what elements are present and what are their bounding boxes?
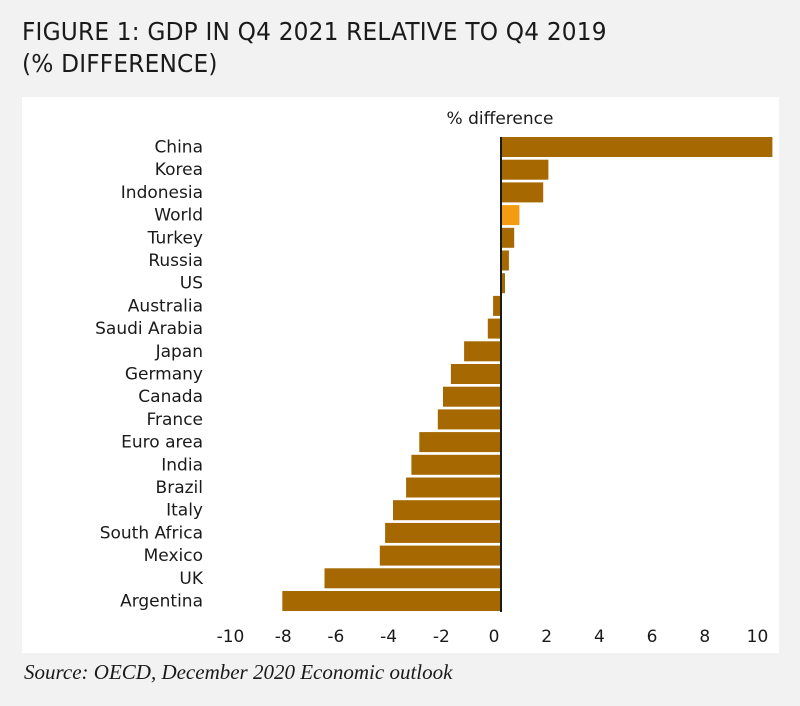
bar-china (501, 137, 773, 157)
bar-india (411, 454, 501, 475)
bar-germany (450, 364, 501, 384)
bar-france (437, 409, 501, 430)
x-tick-label: -2 (433, 627, 450, 647)
source-note: Source: OECD, December 2020 Economic out… (24, 660, 453, 684)
bar-korea (501, 159, 549, 180)
category-label: Indonesia (121, 183, 203, 203)
category-label: Turkey (147, 228, 203, 248)
bar-australia (493, 295, 501, 316)
category-label: Germany (125, 365, 203, 385)
category-label: Russia (148, 251, 203, 271)
category-label: Saudi Arabia (95, 319, 203, 339)
category-label: India (161, 455, 203, 475)
category-label: Korea (155, 160, 203, 180)
category-label: Mexico (144, 546, 203, 566)
category-label: China (154, 138, 203, 158)
bar-russia (501, 250, 509, 271)
bar-indonesia (501, 182, 544, 203)
category-label: Canada (138, 387, 203, 407)
category-label: Argentina (120, 592, 203, 612)
x-tick-label: 0 (489, 627, 500, 647)
figure-title-line-2: (% DIFFERENCE) (22, 49, 218, 78)
bar-argentina (282, 591, 501, 611)
x-tick-label: 2 (541, 627, 552, 647)
category-label: Brazil (156, 478, 203, 498)
bar-italy (393, 500, 501, 521)
bar-brazil (406, 477, 501, 498)
bar-world (501, 205, 520, 226)
figure-title-line-1: FIGURE 1: GDP IN Q4 2021 RELATIVE TO Q4 … (22, 17, 607, 46)
x-tick-label: 8 (699, 627, 710, 647)
x-tick-label: -10 (217, 627, 245, 647)
bar-japan (464, 341, 501, 362)
category-label: Japan (155, 342, 203, 362)
bar-south-africa (385, 522, 501, 543)
bar-saudi-arabia (487, 318, 501, 339)
bar-uk (324, 568, 501, 589)
bar-us (501, 273, 505, 294)
category-label: World (154, 206, 203, 226)
x-tick-label: 10 (747, 627, 769, 647)
category-label: Euro area (121, 433, 203, 453)
x-tick-label: 6 (647, 627, 658, 647)
bar-canada (443, 386, 501, 407)
x-axis-unit-label: % difference (447, 109, 554, 129)
bars-group (282, 137, 773, 611)
bar-mexico (379, 545, 501, 566)
category-label: Australia (128, 296, 203, 316)
x-tick-label: -8 (275, 627, 292, 647)
category-label: South Africa (100, 523, 203, 543)
bar-euro-area (419, 432, 501, 453)
figure-title: FIGURE 1: GDP IN Q4 2021 RELATIVE TO Q4 … (22, 16, 729, 80)
category-label: France (146, 410, 203, 430)
category-label: US (180, 274, 203, 294)
bar-turkey (501, 227, 515, 248)
x-tick-label: 4 (594, 627, 605, 647)
category-label: UK (179, 569, 203, 589)
x-axis-tick-labels: -10 -8 -6 -4 -2 0 2 4 6 8 10 (217, 627, 769, 647)
category-label: Italy (166, 501, 203, 521)
x-tick-label: -6 (327, 627, 344, 647)
x-tick-label: -4 (380, 627, 397, 647)
